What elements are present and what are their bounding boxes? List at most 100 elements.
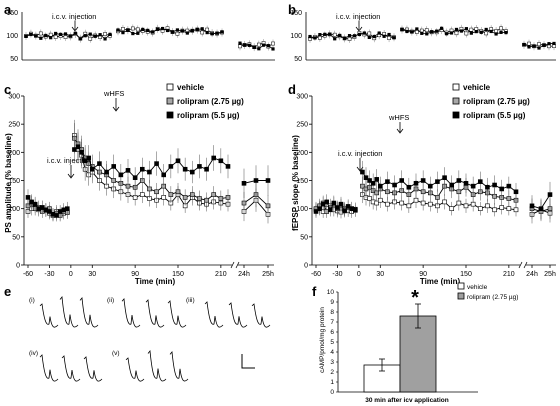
ytick-label: 250: [8, 122, 20, 129]
data-point-filled: [88, 32, 92, 36]
legend-marker-rolipram-55: [166, 111, 174, 119]
data-point-rolipram-275: [492, 193, 497, 199]
legend-f-label-rolipram: rolipram (2.75 µg): [467, 294, 518, 301]
data-point-filled: [504, 30, 508, 35]
ytick-label-f: 10: [327, 289, 335, 296]
ytick-label-f: 5: [330, 339, 334, 346]
data-point-rolipram-275: [189, 192, 195, 197]
data-point-late-rolipram-55: [547, 192, 553, 197]
data-point-rolipram-275: [506, 196, 512, 201]
data-point-late-rolipram-55: [538, 206, 544, 211]
ytick-label-f: 1: [330, 379, 334, 386]
data-point-open: [464, 31, 469, 36]
xlabel-d: Time (min): [420, 277, 461, 286]
ytick-label: 50: [12, 234, 20, 241]
field-potential-trace: [39, 354, 59, 382]
legend-f-marker-vehicle: [457, 282, 465, 290]
data-point-rolipram-55: [79, 150, 84, 155]
legend-marker-rolipram-275-d: [452, 97, 460, 105]
data-point-filled: [261, 43, 266, 47]
legend-marker-vehicle-d: [452, 83, 460, 91]
ytick-label: 250: [296, 122, 308, 129]
data-point-filled: [362, 31, 366, 35]
data-point-rolipram-55: [463, 181, 469, 186]
data-point-rolipram-55: [338, 201, 344, 207]
legend-label-vehicle-d: vehicle: [463, 83, 491, 92]
data-point-rolipram-55: [413, 181, 419, 186]
ylabel-f: cAMP/pmol/mg protein: [319, 307, 326, 373]
field-potential-trace: [145, 299, 165, 328]
ytick-label: 150: [296, 178, 308, 185]
field-potential-trace: [204, 301, 224, 328]
panel-e: e (i) (ii) (iii) (iv) (v): [4, 284, 271, 382]
data-point-rolipram-55: [168, 164, 174, 169]
data-point-open: [131, 26, 135, 31]
trace-label-iii: (iii): [186, 297, 195, 304]
data-point-late-rolipram-55: [265, 178, 271, 183]
data-point-open: [469, 27, 474, 32]
data-point-open: [200, 30, 205, 35]
ytick-label: 150: [8, 178, 20, 185]
xtick-label: -30: [44, 271, 54, 278]
data-point-filled: [108, 32, 112, 36]
field-potential-trace: [83, 356, 103, 382]
data-point-filled: [469, 31, 473, 35]
data-point-open: [527, 41, 531, 46]
data-point-rolipram-55: [506, 183, 512, 189]
ytick-label: 100: [296, 206, 308, 213]
data-point-filled: [220, 30, 224, 34]
data-point-vehicle: [485, 203, 490, 209]
panel-letter-a: a: [4, 2, 12, 17]
xtick-label: 210: [215, 271, 227, 278]
data-point-rolipram-55: [104, 169, 109, 175]
panel-letter-c: c: [4, 82, 11, 97]
ytick-label-f: 6: [330, 329, 334, 336]
data-point-rolipram-55: [189, 169, 195, 175]
data-point-filled: [377, 31, 381, 35]
data-point-open: [499, 26, 503, 31]
panel-letter-f: f: [312, 284, 317, 299]
data-point-rolipram-55: [456, 178, 462, 183]
data-point-filled: [313, 36, 317, 40]
field-potential-trace: [61, 355, 81, 382]
data-point-filled: [126, 28, 130, 32]
data-point-rolipram-55: [54, 213, 59, 218]
xtick-label: 90: [131, 271, 139, 278]
data-point-filled: [333, 37, 337, 41]
data-point-open: [332, 32, 337, 37]
data-point-vehicle: [161, 195, 167, 200]
data-point-filled: [318, 32, 322, 37]
data-point-filled: [342, 36, 347, 40]
trace-label-i: (i): [29, 297, 35, 304]
field-potential-trace: [169, 351, 189, 382]
legend-marker-rolipram-275: [166, 97, 174, 105]
data-point-filled: [415, 27, 419, 31]
data-point-filled: [83, 34, 87, 38]
data-point-filled: [151, 30, 155, 34]
xtick-label: 30: [376, 271, 384, 278]
data-point-rolipram-55: [72, 147, 77, 152]
data-point-late-rolipram-275: [547, 206, 553, 211]
data-point-filled: [357, 32, 362, 37]
data-point-rolipram-55: [327, 207, 333, 213]
data-point-rolipram-275: [225, 195, 231, 200]
data-point-rolipram-55: [211, 155, 217, 161]
field-potential-trace: [121, 298, 141, 328]
trace-label-ii: (ii): [107, 297, 114, 304]
data-point-filled: [435, 29, 439, 33]
data-point-rolipram-55: [385, 179, 390, 184]
data-point-filled: [49, 36, 53, 40]
data-point-rolipram-55: [64, 206, 70, 211]
data-point-rolipram-55: [154, 161, 159, 166]
ytick-label: 300: [8, 94, 20, 101]
data-point-filled: [136, 31, 140, 35]
data-point-rolipram-55: [175, 158, 181, 164]
data-point-rolipram-55: [513, 189, 519, 195]
data-point-vehicle: [463, 203, 469, 209]
data-point-vehicle: [499, 205, 505, 210]
data-point-vehicle: [513, 207, 519, 213]
data-point-filled: [464, 27, 468, 31]
data-point-vehicle: [477, 206, 483, 211]
field-potential-traces: [39, 295, 271, 382]
plot-d: [313, 160, 553, 224]
